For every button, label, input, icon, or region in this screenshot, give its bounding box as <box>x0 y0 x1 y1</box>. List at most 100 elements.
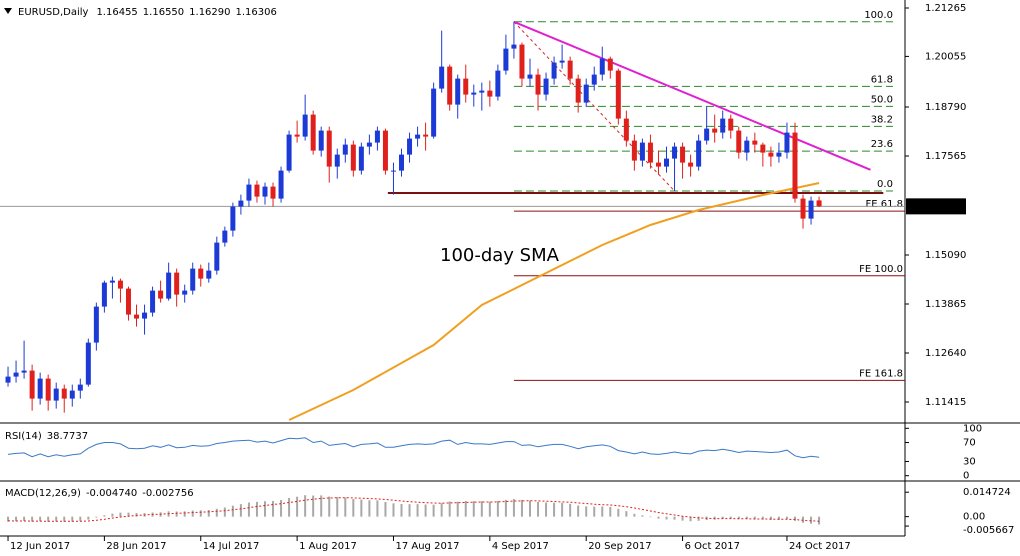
candle-body <box>69 390 75 399</box>
candle-body <box>816 200 822 207</box>
candle-body <box>174 272 180 295</box>
candle-body <box>53 388 59 401</box>
macd-bar <box>280 500 283 517</box>
macd-bar <box>729 516 732 519</box>
macd-bar <box>215 508 218 517</box>
x-tick-label: 4 Sep 2017 <box>492 541 549 552</box>
sma-label: 100-day SMA <box>440 245 560 266</box>
candle-body <box>61 388 67 399</box>
fib-level-label: 0.0 <box>877 179 893 190</box>
x-tick-label: 17 Aug 2017 <box>395 541 459 552</box>
x-tick-label: 28 Jun 2017 <box>106 541 166 552</box>
candle-body <box>447 66 453 105</box>
candle-body <box>399 154 405 171</box>
candle-body <box>776 152 782 157</box>
candle-body <box>198 268 204 279</box>
macd-bar <box>793 516 796 521</box>
candle-body <box>479 90 485 93</box>
macd-bar <box>296 496 299 517</box>
y-tick-label: 1.13865 <box>925 299 966 310</box>
candle-body <box>639 142 645 161</box>
candle-body <box>736 130 742 153</box>
candle-body <box>45 378 51 401</box>
candle-body <box>688 162 694 167</box>
fe-level-label: FE 161.8 <box>859 368 903 379</box>
y-tick-label: 1.11415 <box>925 397 966 408</box>
candle-body <box>318 130 324 151</box>
candle-body <box>374 130 380 143</box>
macd-bar <box>191 510 194 517</box>
y-tick-label: 1.21265 <box>925 3 966 14</box>
candle-body <box>760 144 766 153</box>
macd-bar <box>312 495 315 517</box>
rsi-title: RSI(14) 38.7737 <box>5 431 88 442</box>
macd-bar <box>721 516 724 519</box>
candle-body <box>728 118 734 131</box>
y-tick-label: 1.15090 <box>925 250 966 261</box>
macd-bar <box>641 515 644 517</box>
candle-body <box>158 290 164 299</box>
candle-body <box>495 70 501 97</box>
macd-bar <box>31 516 34 522</box>
candle-body <box>543 78 549 95</box>
candle-body <box>551 62 557 79</box>
candle-body <box>222 230 228 243</box>
candle-body <box>310 114 316 151</box>
candle-body <box>358 146 364 171</box>
candle-body <box>206 270 212 279</box>
rsi-panel <box>7 437 820 459</box>
candle-body <box>575 78 581 103</box>
candle-body <box>527 74 533 79</box>
candle-body <box>744 140 750 153</box>
candle-body <box>792 132 798 199</box>
candle-body <box>455 78 461 105</box>
candle-body <box>190 268 196 291</box>
low-label: 1.16290 <box>189 7 230 18</box>
macd-bar <box>135 512 138 517</box>
candle-body <box>431 88 437 137</box>
macd-bar <box>344 497 347 517</box>
candle-body <box>559 60 565 63</box>
fib-level-label: 100.0 <box>864 10 893 21</box>
macd-bar <box>593 506 596 517</box>
fib-level-label: 38.2 <box>871 114 893 125</box>
fe-level-label: FE 61.8 <box>865 199 903 210</box>
y-tick-label: 1.20055 <box>925 51 966 62</box>
candle-body <box>607 58 613 71</box>
candle-body <box>407 138 413 155</box>
macd-bar <box>545 502 548 517</box>
candle-body <box>278 170 284 199</box>
candle-body <box>487 90 493 97</box>
candle-body <box>519 44 525 79</box>
macd-bar <box>633 513 636 517</box>
macd-bar <box>504 499 507 517</box>
x-tick-label: 24 Oct 2017 <box>789 541 851 552</box>
fib-level-label: 50.0 <box>871 94 893 105</box>
macd-bar <box>103 515 106 517</box>
menu-arrow <box>4 8 12 14</box>
macd-bar <box>39 516 42 522</box>
trendline <box>513 20 871 171</box>
macd-bar <box>697 516 700 521</box>
y-tick-label: 1.12640 <box>925 348 966 359</box>
macd-bar <box>689 516 692 522</box>
macd-bar <box>432 504 435 517</box>
macd-bar <box>496 501 499 517</box>
candle-body <box>463 78 469 95</box>
rsi-name: RSI(14) <box>5 431 42 442</box>
macd-bar <box>561 502 564 517</box>
candle-body <box>631 140 637 161</box>
candle-body <box>166 272 172 299</box>
candle-body <box>342 144 348 155</box>
candle-body <box>535 74 541 95</box>
macd-bar <box>320 495 323 517</box>
symbol: EURUSD,Daily <box>18 7 89 18</box>
candle-body <box>800 198 806 219</box>
macd-bar <box>448 501 451 517</box>
macd-bar <box>569 503 572 517</box>
close-label: 1.16306 <box>236 7 277 18</box>
axes: 1.21265 1.20055 1.18790 1.17565 1.15090 1.138… <box>7 3 1014 552</box>
candle-body <box>294 134 300 137</box>
macd-title: MACD(12,26,9) -0.004740 -0.002756 <box>5 488 194 499</box>
macd-bar <box>239 504 242 517</box>
